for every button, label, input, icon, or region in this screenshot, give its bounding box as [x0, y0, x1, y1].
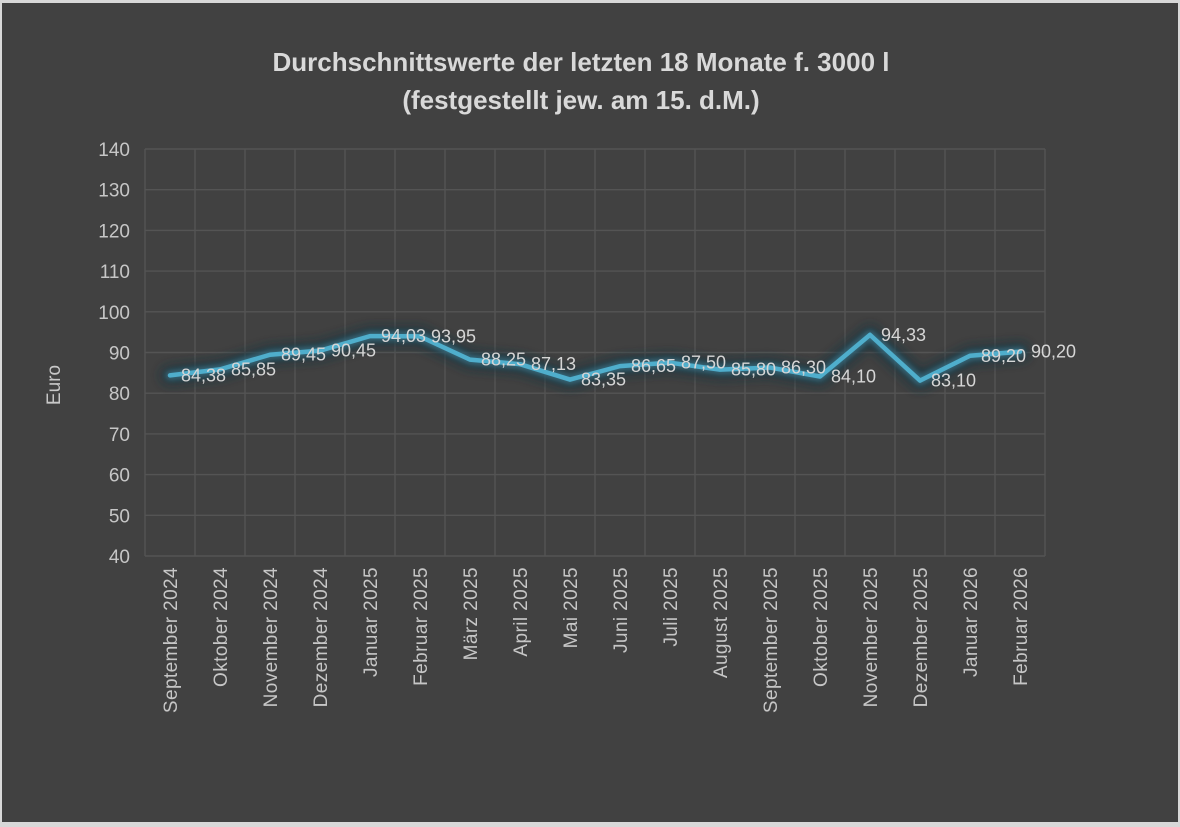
data-label: 84,10 — [831, 367, 876, 387]
data-label: 90,20 — [1031, 342, 1076, 362]
data-label: 88,25 — [481, 350, 526, 370]
x-tick-label: Dezember 2024 — [311, 567, 332, 707]
x-tick-label: Oktober 2024 — [211, 567, 232, 687]
y-tick-label: 120 — [98, 221, 130, 242]
x-tick-label: Februar 2025 — [411, 567, 432, 686]
series-line — [167, 332, 1023, 383]
y-tick-label: 110 — [100, 262, 130, 283]
data-label: 94,03 — [381, 326, 426, 346]
y-tick-label: 130 — [98, 181, 130, 202]
x-tick-label: Januar 2026 — [961, 567, 982, 677]
data-label: 86,65 — [631, 356, 676, 376]
data-label: 85,80 — [731, 360, 776, 380]
y-tick-label: 90 — [109, 344, 130, 365]
x-tick-label: Juni 2025 — [611, 567, 632, 653]
x-tick-label: April 2025 — [511, 567, 532, 657]
x-tick-label: Februar 2026 — [1011, 567, 1032, 686]
data-label: 85,85 — [231, 359, 276, 379]
data-label: 94,33 — [881, 325, 926, 345]
y-tick-label: 140 — [98, 140, 130, 161]
data-label: 87,50 — [681, 353, 726, 373]
x-tick-label: Dezember 2025 — [911, 567, 932, 707]
x-tick-label: März 2025 — [461, 567, 482, 660]
x-tick-label: August 2025 — [711, 567, 732, 678]
x-tick-label: November 2025 — [861, 567, 882, 707]
y-tick-label: 40 — [109, 547, 130, 568]
x-tick-label: September 2025 — [761, 567, 782, 713]
data-label: 83,35 — [581, 370, 626, 390]
x-tick-label: Oktober 2025 — [811, 567, 832, 687]
x-tick-label: September 2024 — [161, 567, 182, 713]
y-tick-label: 50 — [109, 506, 130, 527]
data-label: 89,45 — [281, 345, 326, 365]
y-tick-label: 100 — [98, 303, 130, 324]
y-tick-label: 80 — [109, 384, 130, 405]
data-label: 83,10 — [931, 371, 976, 391]
data-label: 90,45 — [331, 341, 376, 361]
x-tick-label: Juli 2025 — [661, 567, 682, 647]
data-label: 93,95 — [431, 326, 476, 346]
chart-canvas: 40 50 60 70 80 90 100 110 120 130 140 September 202… — [98, 140, 1076, 713]
data-label: 87,13 — [531, 354, 576, 374]
y-tick-label: 60 — [109, 466, 130, 487]
data-label: 89,20 — [981, 346, 1026, 366]
x-tick-label: Januar 2025 — [361, 567, 382, 677]
x-tick-label: Mai 2025 — [561, 567, 582, 648]
y-tick-label: 70 — [109, 425, 130, 446]
data-label: 84,38 — [181, 365, 226, 385]
x-tick-label: November 2024 — [261, 567, 282, 707]
data-label: 86,30 — [781, 358, 826, 378]
